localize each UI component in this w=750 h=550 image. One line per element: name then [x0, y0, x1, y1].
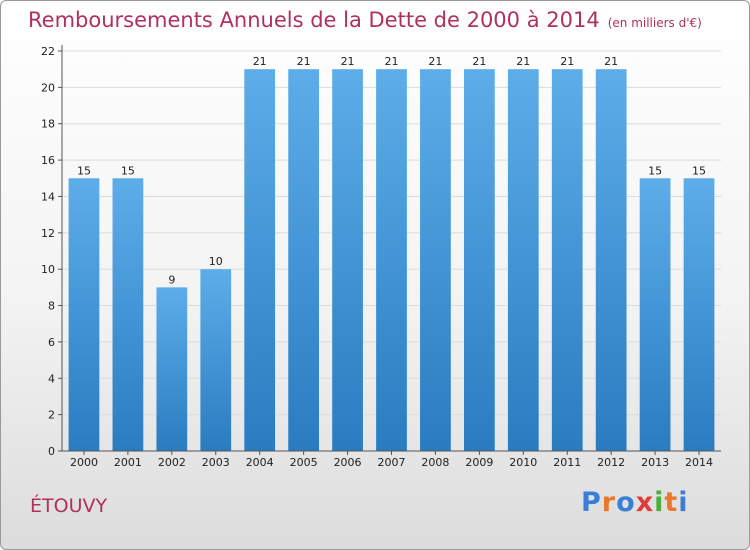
y-tick-label: 6	[48, 336, 55, 349]
bar-value-label: 21	[385, 55, 399, 68]
y-tick-label: 12	[41, 227, 55, 240]
bar	[156, 287, 188, 451]
y-tick-label: 18	[41, 118, 55, 131]
bar	[376, 69, 407, 451]
y-tick-label: 22	[41, 45, 55, 58]
bar	[639, 178, 671, 452]
bar-value-label: 21	[472, 55, 486, 68]
commune-name: ÉTOUVY	[30, 495, 108, 517]
bar	[551, 69, 583, 451]
bar-value-label: 15	[648, 164, 662, 177]
bar	[463, 69, 495, 451]
bar	[200, 269, 232, 451]
x-tick-label: 2012	[597, 456, 625, 469]
y-tick-label: 10	[41, 263, 55, 276]
x-tick-label: 2013	[641, 456, 669, 469]
bar-value-label: 15	[77, 164, 91, 177]
bar	[332, 69, 363, 451]
bar	[112, 178, 144, 452]
bar-value-label: 15	[692, 164, 706, 177]
logo-letter: o	[616, 487, 636, 518]
bars-layer: 15 15 9 10 21 21 21 21 21 21 21 21 21 15 15	[68, 55, 715, 452]
logo-letter: i	[654, 487, 665, 518]
bar-value-label: 21	[560, 55, 574, 68]
bar-value-label: 10	[209, 255, 223, 268]
x-tick-label: 2011	[553, 456, 581, 469]
bar	[683, 178, 715, 452]
x-tick-label: 2014	[685, 456, 713, 469]
bar	[595, 69, 627, 451]
chart-title: Remboursements Annuels de la Dette de 20…	[28, 8, 702, 32]
y-tick-label: 0	[48, 445, 55, 458]
x-tick-label: 2003	[202, 456, 230, 469]
logo-letter: t	[664, 487, 679, 518]
bar-value-label: 9	[168, 273, 175, 286]
y-tick-label: 20	[41, 81, 55, 94]
x-tick-label: 2008	[421, 456, 449, 469]
logo-letter: P	[581, 487, 602, 518]
x-tick-label: 2000	[70, 456, 98, 469]
bar-value-label: 21	[604, 55, 618, 68]
logo-letter: x	[635, 487, 655, 518]
bar-value-label: 15	[121, 164, 135, 177]
x-tick-label: 2010	[509, 456, 537, 469]
y-tick-label: 16	[41, 154, 55, 167]
chart-unit: (en milliers d'€)	[607, 16, 702, 30]
x-tick-label: 2004	[246, 456, 274, 469]
x-tick-label: 2002	[158, 456, 186, 469]
bar-value-label: 21	[253, 55, 267, 68]
logo-letter: i	[678, 487, 689, 518]
y-tick-label: 2	[48, 409, 55, 422]
bar-value-label: 21	[297, 55, 311, 68]
chart-title-text: Remboursements Annuels de la Dette de 20…	[28, 8, 600, 32]
x-tick-label: 2005	[290, 456, 318, 469]
y-tick-label: 4	[48, 372, 55, 385]
bar	[68, 178, 100, 452]
x-tick-label: 2001	[114, 456, 142, 469]
bar	[244, 69, 276, 451]
x-tick-label: 2007	[378, 456, 406, 469]
bar	[507, 69, 539, 451]
bar	[420, 69, 451, 451]
bar-value-label: 21	[341, 55, 355, 68]
y-tick-label: 14	[41, 190, 55, 203]
bar-value-label: 21	[516, 55, 530, 68]
bar-value-label: 21	[428, 55, 442, 68]
x-tick-label: 2006	[334, 456, 362, 469]
logo-letter: r	[601, 487, 617, 518]
bar	[288, 69, 320, 451]
y-tick-label: 8	[48, 300, 55, 313]
axis-layer: 0 2 4 6 8 10 12 14 16 18 20 22 2000 2001 2002 2003 2004 2…	[41, 45, 721, 469]
x-tick-label: 2009	[465, 456, 493, 469]
